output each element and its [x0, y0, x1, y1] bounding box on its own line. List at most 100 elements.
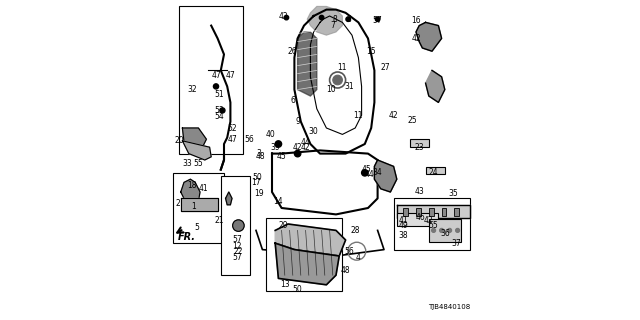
Bar: [429, 219, 461, 242]
Text: 21: 21: [214, 216, 224, 225]
Circle shape: [440, 228, 444, 232]
Polygon shape: [307, 6, 342, 35]
Text: 57: 57: [232, 253, 242, 262]
Text: 12: 12: [232, 242, 241, 251]
Text: 41: 41: [198, 184, 208, 193]
Bar: [442, 208, 447, 216]
Text: 57: 57: [232, 236, 242, 244]
Text: 20: 20: [174, 136, 184, 145]
Circle shape: [275, 141, 282, 147]
Text: 23: 23: [414, 143, 424, 152]
Circle shape: [362, 170, 368, 176]
Text: FR.: FR.: [178, 232, 196, 242]
Text: 41: 41: [398, 216, 408, 225]
Circle shape: [375, 17, 380, 21]
Text: TJB4840108: TJB4840108: [428, 304, 470, 310]
Text: 52: 52: [227, 124, 237, 132]
Bar: [410, 139, 429, 147]
Bar: [173, 173, 224, 243]
Text: 10: 10: [326, 85, 336, 94]
Bar: [426, 167, 445, 174]
Text: 26: 26: [288, 47, 298, 56]
Text: 2: 2: [175, 199, 180, 208]
Circle shape: [214, 84, 219, 89]
Text: 45: 45: [276, 152, 287, 161]
Text: 8: 8: [346, 15, 351, 24]
Circle shape: [432, 228, 436, 232]
Bar: [454, 208, 460, 216]
Circle shape: [294, 150, 301, 157]
Bar: [397, 213, 438, 226]
Circle shape: [319, 15, 324, 20]
Text: 47: 47: [225, 71, 236, 80]
Polygon shape: [182, 128, 206, 149]
Bar: [394, 198, 470, 250]
Polygon shape: [426, 70, 445, 102]
Circle shape: [233, 220, 244, 231]
Text: 28: 28: [351, 226, 360, 235]
Text: 32: 32: [187, 85, 197, 94]
Text: 55: 55: [193, 159, 204, 168]
Text: 17: 17: [251, 178, 261, 187]
Polygon shape: [397, 205, 470, 218]
Polygon shape: [182, 141, 211, 160]
Text: 19: 19: [254, 189, 264, 198]
Text: 39: 39: [270, 143, 280, 152]
Text: 50: 50: [253, 173, 262, 182]
Text: 33: 33: [182, 159, 192, 168]
Circle shape: [220, 108, 225, 113]
Text: 29: 29: [278, 221, 288, 230]
Text: 42: 42: [411, 34, 421, 43]
Bar: [266, 218, 342, 291]
Text: 42: 42: [292, 143, 303, 152]
Text: 42: 42: [301, 143, 310, 152]
Text: 31: 31: [344, 82, 354, 91]
Polygon shape: [298, 32, 317, 96]
Text: 42: 42: [278, 12, 288, 20]
Text: 15: 15: [366, 47, 376, 56]
Text: 54: 54: [214, 112, 224, 121]
Text: 3: 3: [257, 149, 262, 158]
Text: 30: 30: [308, 127, 319, 136]
Circle shape: [284, 15, 289, 20]
Text: 42: 42: [388, 111, 399, 120]
Text: 7: 7: [330, 21, 335, 30]
Text: 53: 53: [214, 106, 224, 115]
Text: 25: 25: [408, 116, 418, 124]
Text: 22: 22: [234, 247, 243, 256]
Text: 27: 27: [381, 63, 390, 72]
Polygon shape: [416, 22, 442, 51]
Text: 47: 47: [211, 71, 221, 80]
Circle shape: [346, 17, 351, 21]
Text: 43: 43: [414, 188, 424, 196]
Text: 56: 56: [344, 247, 354, 256]
Text: 44: 44: [301, 138, 310, 147]
Polygon shape: [226, 192, 232, 205]
Polygon shape: [275, 224, 346, 256]
Polygon shape: [181, 198, 218, 211]
Text: 1: 1: [191, 202, 196, 211]
Text: 38: 38: [398, 231, 408, 240]
Polygon shape: [181, 179, 200, 205]
Circle shape: [333, 75, 342, 85]
Text: 40: 40: [266, 130, 275, 139]
Text: 55: 55: [429, 221, 438, 230]
Text: 44: 44: [365, 170, 374, 179]
Text: 14: 14: [273, 197, 284, 206]
Polygon shape: [374, 160, 397, 192]
Text: 6: 6: [291, 96, 295, 105]
Text: 42: 42: [424, 216, 434, 225]
Circle shape: [448, 228, 452, 232]
Text: 56: 56: [244, 135, 255, 144]
Text: 46: 46: [416, 213, 426, 222]
Bar: [416, 208, 421, 216]
Text: 11: 11: [354, 111, 363, 120]
Text: 13: 13: [280, 280, 290, 289]
Text: 36: 36: [440, 229, 450, 238]
Text: 34: 34: [372, 168, 383, 177]
Text: 8: 8: [332, 15, 337, 24]
Text: 51: 51: [214, 90, 224, 99]
Text: 57: 57: [372, 16, 383, 25]
Text: 5: 5: [195, 223, 199, 232]
Bar: [179, 6, 243, 154]
